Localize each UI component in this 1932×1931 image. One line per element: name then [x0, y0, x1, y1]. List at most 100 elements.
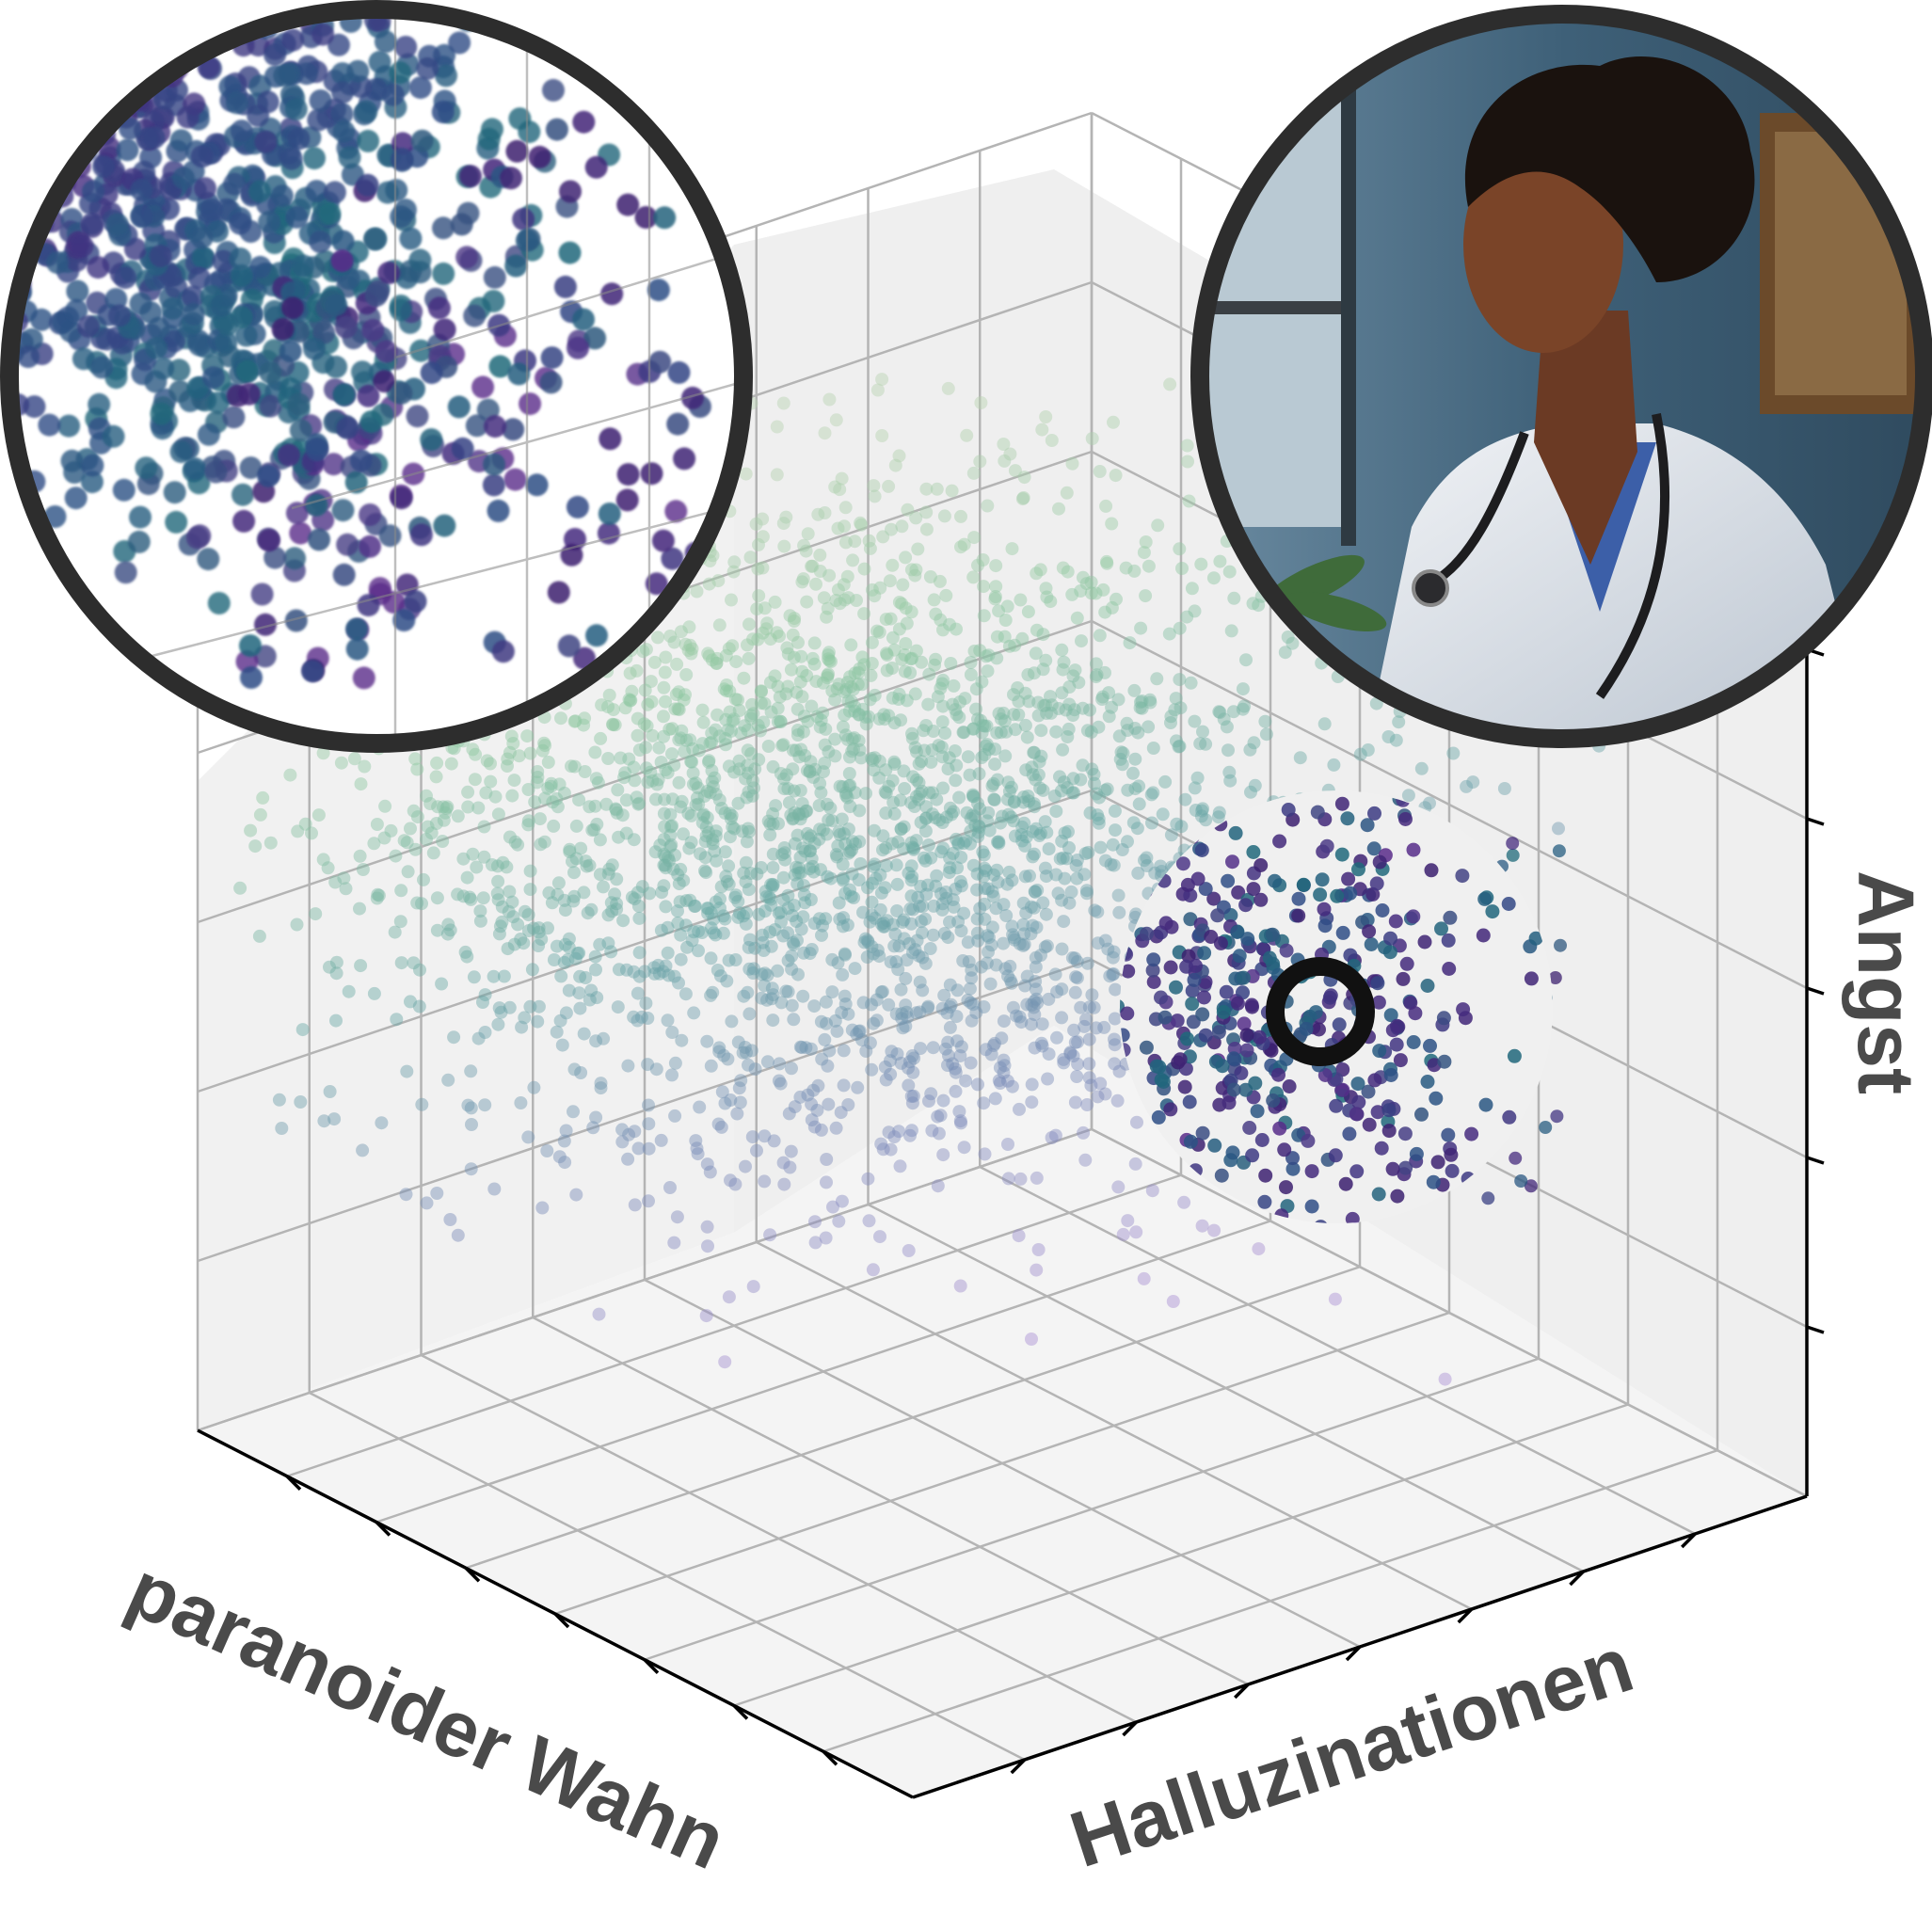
data-point — [1114, 745, 1128, 759]
data-point — [988, 1092, 1002, 1106]
data-point — [1062, 824, 1075, 838]
data-point — [657, 879, 671, 893]
data-point — [572, 793, 586, 807]
data-point — [573, 969, 587, 983]
zoom-point — [222, 406, 246, 429]
data-point — [695, 926, 710, 939]
lens-point — [1296, 877, 1311, 892]
data-point — [672, 877, 686, 891]
data-point — [763, 817, 777, 831]
data-point — [889, 955, 903, 968]
data-point — [774, 714, 788, 728]
data-point — [771, 701, 785, 715]
data-point — [813, 720, 827, 734]
data-point — [883, 574, 897, 588]
zoom-point — [15, 165, 39, 188]
data-point — [845, 867, 859, 881]
data-point — [581, 906, 595, 920]
data-point — [907, 1051, 921, 1065]
data-point — [339, 882, 353, 896]
data-point — [941, 931, 955, 945]
data-point — [394, 884, 408, 898]
data-point — [528, 795, 542, 809]
data-point — [447, 1030, 461, 1045]
data-point — [1220, 720, 1234, 734]
data-point — [934, 681, 948, 695]
data-point — [975, 675, 989, 689]
zoom-point — [53, 56, 76, 79]
lens-point — [1370, 1105, 1385, 1120]
data-point — [926, 1041, 940, 1055]
data-point — [850, 1027, 864, 1041]
data-point — [504, 729, 519, 743]
lens-point — [1232, 949, 1247, 964]
data-point — [957, 837, 971, 851]
data-point — [670, 1210, 684, 1224]
data-point — [551, 800, 565, 814]
data-point — [857, 935, 871, 950]
data-point — [796, 806, 810, 821]
data-point — [1199, 813, 1213, 827]
lens-point — [1190, 871, 1206, 886]
data-point — [791, 866, 806, 880]
data-point — [480, 754, 494, 768]
data-point — [903, 902, 918, 916]
zoom-point — [503, 468, 527, 491]
data-point — [916, 983, 930, 997]
data-point — [785, 1061, 798, 1076]
zoom-point — [9, 228, 15, 251]
zoom-point — [13, 128, 37, 152]
data-point — [547, 953, 561, 966]
lens-point — [1291, 908, 1306, 923]
data-point — [1071, 1057, 1085, 1071]
data-point — [1195, 1219, 1209, 1233]
data-point — [814, 1123, 828, 1137]
data-point — [466, 742, 480, 757]
zoom-point — [305, 493, 328, 517]
data-point — [841, 846, 855, 860]
zoom-point — [281, 296, 304, 320]
data-point — [1065, 950, 1079, 965]
data-point — [1088, 903, 1102, 918]
data-point — [865, 635, 879, 649]
data-point — [949, 1061, 962, 1076]
data-point — [913, 787, 927, 801]
data-point — [631, 986, 645, 1000]
data-point — [461, 800, 475, 814]
data-point — [805, 943, 819, 956]
data-point — [987, 792, 1001, 806]
zoom-point — [666, 412, 690, 436]
zoom-point — [572, 110, 596, 134]
data-point — [988, 1036, 1001, 1050]
x-tick — [822, 1750, 838, 1766]
data-point — [722, 859, 736, 873]
data-point — [887, 716, 902, 730]
data-point — [764, 892, 778, 906]
zoom-point — [459, 165, 482, 188]
data-point — [837, 578, 851, 592]
data-point — [711, 1117, 726, 1131]
data-point — [818, 506, 832, 519]
data-point — [610, 902, 624, 917]
lens-point — [1382, 945, 1397, 960]
data-point — [1112, 1064, 1126, 1078]
data-point — [706, 549, 720, 563]
data-point — [878, 1060, 892, 1074]
lens-point — [1139, 1040, 1154, 1055]
lens-point — [1149, 1059, 1164, 1074]
data-point — [679, 894, 694, 908]
data-point — [788, 612, 802, 626]
data-point — [1109, 823, 1122, 838]
lens-point — [1151, 1109, 1166, 1125]
data-point — [1239, 653, 1253, 667]
data-point — [936, 1093, 950, 1108]
data-point — [1049, 725, 1063, 739]
data-point — [494, 1005, 508, 1019]
data-point — [892, 1125, 906, 1139]
data-point — [943, 617, 956, 631]
data-point — [712, 618, 726, 632]
data-point — [929, 879, 943, 893]
data-point — [1244, 785, 1257, 799]
data-point — [1027, 995, 1041, 1009]
data-point — [1021, 605, 1035, 619]
